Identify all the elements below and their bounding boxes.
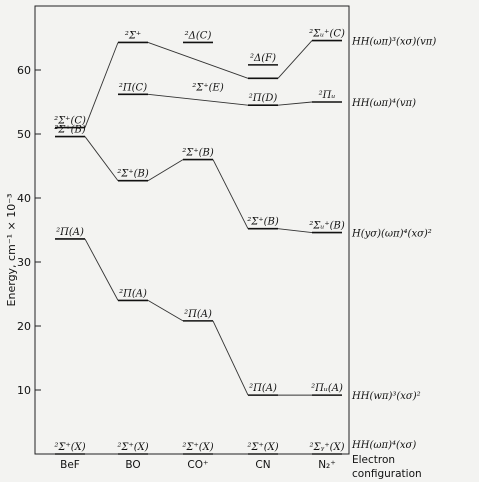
connector-line	[212, 159, 249, 229]
state-label: ²Π(D)	[249, 93, 278, 104]
footer-label-line2: configuration	[352, 468, 422, 480]
y-tick-label: 30	[17, 256, 31, 269]
connector-lines	[84, 40, 313, 455]
connector-line	[212, 320, 249, 396]
molecule-name: CN	[255, 459, 270, 471]
state-label: ²Σ⁺(B)	[54, 125, 86, 136]
electron-configuration: HH(ωπ)⁴(vπ)	[351, 98, 416, 109]
state-label: ²Σ⁺(B)	[117, 169, 149, 180]
state-label: ²Σ⁺(X)	[54, 442, 85, 453]
electron-configuration: HH(ωπ)³(xσ)(vπ)	[351, 37, 436, 48]
footer-label-line1: Electron	[352, 454, 395, 466]
connector-line	[147, 42, 249, 79]
state-label: ²Πᵤ(A)	[311, 383, 343, 394]
connector-line	[84, 238, 119, 301]
state-label: ²Δ(C)	[185, 30, 212, 41]
state-label: ²Π(A)	[56, 227, 84, 238]
molecule-name: N₂⁺	[318, 459, 336, 471]
connector-line	[147, 93, 249, 106]
state-labels: ²Σ⁺(X) ²Σ⁺(X) ²Σ⁺(X) ²Σ⁺(X) ²Σᵧ⁺(X) ²Π(A) ²Π(A…	[54, 29, 345, 453]
state-label: ²Σ⁺(X)	[182, 442, 213, 453]
molecule-name: BeF	[60, 459, 80, 471]
state-label: ²Σ⁺(X)	[247, 442, 278, 453]
y-axis: 10 20 30 40 50 60	[17, 5, 350, 455]
y-tick-label: 40	[17, 192, 31, 205]
y-tick-label: 50	[17, 128, 31, 141]
connector-line	[147, 300, 184, 322]
state-label: ²Σ⁺	[125, 30, 141, 41]
state-label: ²Π(A)	[184, 309, 212, 320]
electron-configurations: HH(ωπ)⁴(xσ) HH(wπ)³(xσ)² H(yσ)(ωπ)⁴(xσ)² HH…	[351, 37, 436, 451]
state-label: ²Σ⁺(E)	[192, 82, 224, 93]
y-tick-label: 10	[17, 384, 31, 397]
electron-configuration: H(yσ)(ωπ)⁴(xσ)²	[351, 229, 432, 240]
state-label: ²Σ⁺(B)	[247, 217, 279, 228]
plot-frame	[34, 5, 350, 455]
molecule-name: BO	[125, 459, 140, 471]
electron-configuration: HH(ωπ)⁴(xσ)	[351, 440, 416, 451]
energy-levels	[55, 39, 342, 455]
y-tick-label: 20	[17, 320, 31, 333]
connector-line	[84, 42, 119, 128]
molecule-names: BeF BO CO⁺ CN N₂⁺	[60, 459, 336, 471]
state-label: ²Π(A)	[249, 383, 277, 394]
state-label: ²Σ⁺(X)	[117, 442, 148, 453]
connector-line	[277, 228, 313, 234]
state-label: ²Σ⁺(C)	[54, 116, 86, 127]
electron-configuration: HH(wπ)³(xσ)²	[351, 391, 421, 402]
y-tick-label: 60	[17, 64, 31, 77]
connector-line	[277, 101, 313, 106]
molecule-name: CO⁺	[187, 459, 208, 471]
state-label: ²Δ(F)	[250, 53, 276, 64]
connector-line	[147, 159, 184, 182]
state-label: ²Σ⁺(B)	[182, 148, 214, 159]
state-label: ²Σᵤ⁺(B)	[309, 221, 345, 232]
y-axis-label: Energy, cm⁻¹ × 10⁻³	[5, 194, 18, 307]
connector-line	[84, 136, 119, 181]
state-label: ²Σᵧ⁺(X)	[309, 442, 344, 453]
state-label: ²Π(A)	[119, 288, 147, 299]
state-label: ²Πᵤ	[319, 90, 336, 101]
state-label: ²Σᵤ⁺(C)	[309, 29, 345, 40]
connector-line	[277, 40, 313, 79]
state-label: ²Π(C)	[119, 82, 147, 93]
